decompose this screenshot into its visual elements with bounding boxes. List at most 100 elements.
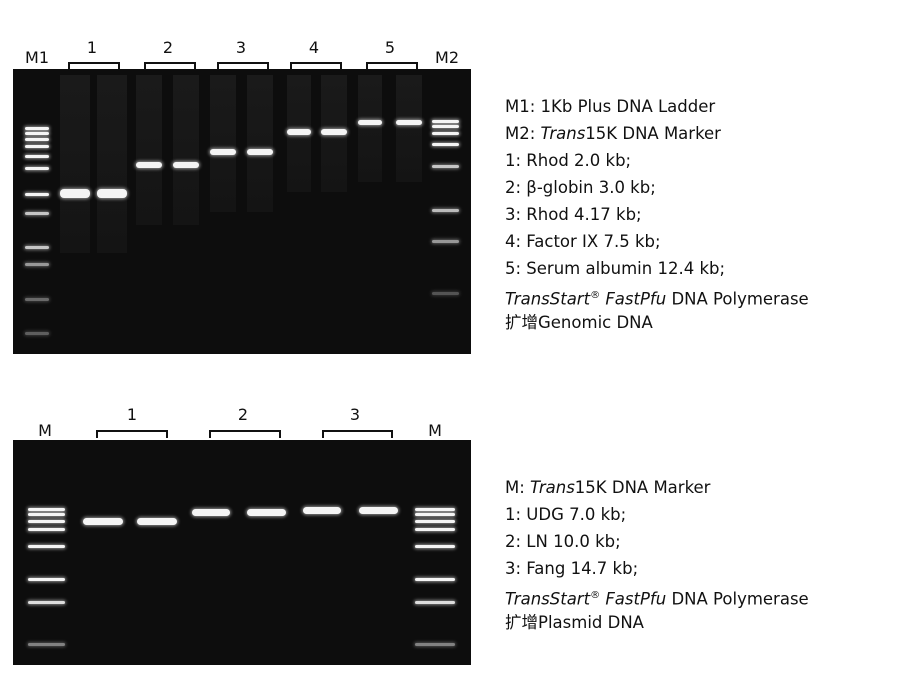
ladder-band [25, 211, 49, 215]
legend-text: ® [590, 590, 601, 601]
lane-bracket [290, 62, 342, 70]
legend-text: 2: LN 10.0 kb; [505, 532, 621, 551]
legend-text: 1: Rhod 2.0 kb; [505, 151, 632, 170]
lane-bracket [144, 62, 196, 70]
lane-label: 3 [235, 38, 247, 57]
sample-band [303, 506, 341, 514]
legend-text: 扩增Genomic DNA [505, 313, 653, 332]
legend-line: 扩增Genomic DNA [505, 309, 809, 336]
legend-text: 扩增Plasmid DNA [505, 613, 644, 632]
sample-band [83, 517, 123, 525]
ladder-band [25, 131, 49, 135]
ladder-band [28, 519, 65, 523]
sample-band [247, 508, 286, 516]
sample-band [287, 129, 311, 135]
ladder-band [415, 600, 455, 604]
sample-band [60, 188, 90, 198]
ladder-band [415, 519, 455, 523]
legend-text: TransStart [505, 289, 591, 309]
ladder-band [28, 544, 65, 548]
legend-text: DNA Polymerase [666, 589, 809, 609]
legend-text: TransStart [505, 589, 591, 609]
legend-text: 15K DNA Marker [574, 478, 711, 497]
ladder-band [432, 208, 459, 212]
legend-line: 3: Rhod 4.17 kb; [505, 201, 809, 228]
ladder-band [25, 126, 49, 130]
legend-line: 5: Serum albumin 12.4 kb; [505, 255, 809, 282]
lane-bracket [322, 430, 393, 438]
lane-smear [60, 75, 90, 253]
legend-line: M2: Trans15K DNA Marker [505, 120, 809, 147]
ladder-band [432, 119, 459, 123]
lane-smear [136, 75, 162, 225]
sample-band [173, 162, 199, 168]
lane-label: 2 [237, 405, 249, 424]
ladder-band [28, 512, 65, 516]
ladder-band [415, 507, 455, 511]
ladder-band [25, 262, 49, 266]
lane-smear [358, 75, 382, 182]
sample-band [396, 119, 422, 125]
lane-label: 2 [162, 38, 174, 57]
ladder-band [415, 642, 455, 646]
ladder-band [415, 512, 455, 516]
legend-text: 3: Rhod 4.17 kb; [505, 205, 642, 224]
lane-smear [247, 75, 273, 212]
ladder-band [25, 154, 49, 158]
sample-band [359, 506, 398, 514]
ladder-band [25, 166, 49, 170]
ladder-band [28, 527, 65, 531]
legend-text: FastPfu [605, 289, 667, 309]
ladder-band [25, 297, 49, 301]
lane-label: 1 [86, 38, 98, 57]
sample-band [97, 188, 127, 198]
ladder-band [25, 192, 49, 196]
sample-band [247, 149, 273, 155]
ladder-band [432, 131, 459, 135]
legend-text: M: [505, 478, 531, 497]
ladder-band [25, 137, 49, 141]
ladder-band [25, 245, 49, 249]
legend-line: TransStart® FastPfu DNA Polymerase [505, 282, 809, 309]
legend-text: DNA Polymerase [666, 289, 809, 309]
legend-plasmid: M: Trans15K DNA Marker 1: UDG 7.0 kb; 2: L… [505, 474, 809, 636]
legend-genomic: M1: 1Kb Plus DNA Ladder M2: Trans15K DNA … [505, 93, 809, 336]
ladder-band [25, 144, 49, 148]
gel-image-genomic [13, 69, 471, 354]
legend-line: 2: β-globin 3.0 kb; [505, 174, 809, 201]
legend-line: M1: 1Kb Plus DNA Ladder [505, 93, 809, 120]
legend-text: 2: β-globin 3.0 kb; [505, 178, 656, 197]
legend-text: 3: Fang 14.7 kb; [505, 559, 639, 578]
lane-label: M [428, 421, 442, 440]
lane-smear [173, 75, 199, 225]
legend-text: FastPfu [605, 589, 667, 609]
lane-label: 1 [126, 405, 138, 424]
lane-label: 5 [384, 38, 396, 57]
lane-bracket [96, 430, 168, 438]
ladder-band [432, 164, 459, 168]
ladder-band [28, 507, 65, 511]
sample-band [210, 149, 236, 155]
legend-line: 2: LN 10.0 kb; [505, 528, 809, 555]
legend-line: 1: UDG 7.0 kb; [505, 501, 809, 528]
legend-text: 1: UDG 7.0 kb; [505, 505, 627, 524]
sample-band [358, 119, 382, 125]
ladder-band [28, 577, 65, 581]
legend-text: Trans [540, 124, 586, 143]
ladder-band [432, 142, 459, 146]
legend-line: 1: Rhod 2.0 kb; [505, 147, 809, 174]
lane-smear [97, 75, 127, 253]
ladder-band [415, 544, 455, 548]
legend-text: M1: 1Kb Plus DNA Ladder [505, 97, 716, 116]
legend-text: Trans [530, 478, 575, 497]
lane-smear [396, 75, 422, 182]
ladder-band [25, 331, 49, 335]
ladder-band [432, 239, 459, 243]
sample-band [137, 517, 177, 525]
ladder-band [28, 600, 65, 604]
legend-text: 4: Factor IX 7.5 kb; [505, 232, 661, 251]
sample-band [192, 508, 230, 516]
lane-bracket [209, 430, 281, 438]
legend-line: 4: Factor IX 7.5 kb; [505, 228, 809, 255]
lane-label: M1 [25, 48, 49, 67]
